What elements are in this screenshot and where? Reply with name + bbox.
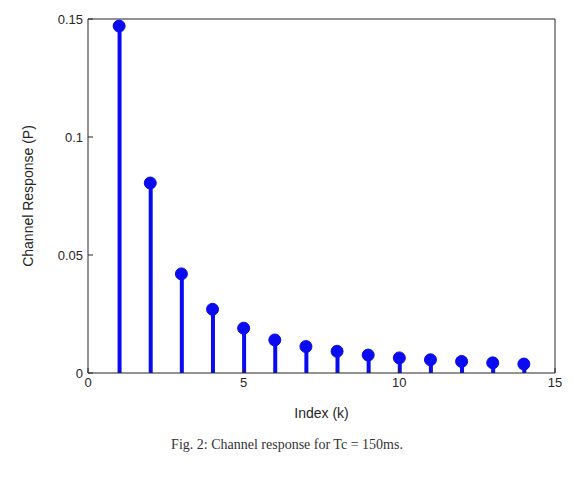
svg-text:Index (k): Index (k) [294,405,348,421]
svg-text:5: 5 [240,375,247,390]
html-text:Fig. 2: Channel response for T: Fig. 2: Channel response for Tc = 150ms. [171,437,403,452]
svg-text:10: 10 [392,375,406,390]
svg-text:0.1: 0.1 [65,130,83,145]
svg-text:0: 0 [84,375,91,390]
svg-text:0: 0 [76,366,83,381]
svg-text:0.15: 0.15 [58,12,83,27]
svg-text:Channel Response (P): Channel Response (P) [20,125,36,267]
svg-text:0.05: 0.05 [58,248,83,263]
svg-text:15: 15 [548,375,562,390]
